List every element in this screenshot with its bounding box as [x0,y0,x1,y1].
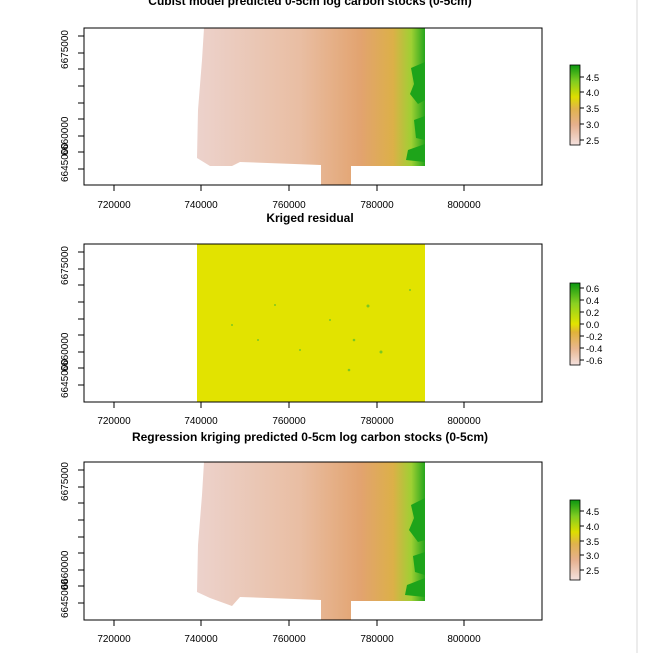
x-tick-label: 760000 [272,200,306,211]
x-tick-label: 760000 [272,634,306,645]
legend-tick-label: 0.4 [586,296,599,307]
legend-tick-label: 3.5 [586,537,599,548]
legend-tick-label: 4.5 [586,73,599,84]
legend-tick-label: -0.4 [586,344,602,355]
map-region [197,244,425,402]
legend-tick-label: 0.6 [586,284,599,295]
panel-regression-kriging: Regression kriging predicted 0-5cm log c… [60,430,599,645]
y-tick-label: 6675000 [60,30,71,69]
panel-title: Kriged residual [266,211,353,225]
x-axis: 720000 740000 760000 780000 800000 [97,619,481,645]
panel-title: Regression kriging predicted 0-5cm log c… [132,430,488,444]
panel-cubist: Cubist model predicted 0-5cm log carbon … [60,0,599,211]
y-axis: 6645000 6660000 6675000 [60,462,85,618]
y-tick-label: 6645000 [60,143,71,182]
legend-tick-label: 0.2 [586,308,599,319]
legend-tick-label: -0.2 [586,332,602,343]
x-tick-label: 780000 [360,200,394,211]
map-region [197,28,425,185]
y-tick-label: 6675000 [60,462,71,501]
legend-tick-label: 4.0 [586,522,599,533]
legend-tick-label: 2.5 [586,136,599,147]
legend-tick-label: 3.0 [586,120,599,131]
legend-tick-label: 0.0 [586,320,599,331]
residual-speckles [231,289,411,372]
legend-tick-label: 4.5 [586,507,599,518]
x-tick-label: 720000 [97,634,131,645]
legend-tick-label: 4.0 [586,88,599,99]
y-tick-label: 6645000 [60,579,71,618]
x-tick-label: 720000 [97,200,131,211]
y-axis: 6645000 6660000 6675000 [60,30,85,182]
map-region [197,462,425,620]
legend-tick-label: 2.5 [586,566,599,577]
color-legend: 2.5 3.0 3.5 4.0 4.5 [569,499,599,581]
x-axis: 720000 740000 760000 780000 800000 [97,401,481,427]
color-legend: -0.6 -0.4 -0.2 0.0 0.2 0.4 0.6 [569,282,602,367]
high-carbon-patches [405,498,425,597]
y-tick-label: 6675000 [60,246,71,285]
y-tick-label: 6645000 [60,359,71,398]
x-tick-label: 740000 [184,634,218,645]
panel-kriged-residual: Kriged residual 720000 740000 760000 78 [60,211,602,427]
y-tick-label: 6660000 [60,332,71,371]
panel-title: Cubist model predicted 0-5cm log carbon … [148,0,471,8]
color-legend: 2.5 3.0 3.5 4.0 4.5 [569,64,599,147]
x-tick-label: 760000 [272,416,306,427]
legend-tick-label: -0.6 [586,356,602,367]
x-tick-label: 800000 [447,200,481,211]
x-tick-label: 800000 [447,416,481,427]
legend-tick-label: 3.0 [586,551,599,562]
x-tick-label: 740000 [184,416,218,427]
legend-tick-label: 3.5 [586,104,599,115]
x-tick-label: 800000 [447,634,481,645]
y-axis: 6645000 6660000 6675000 [60,246,85,398]
y-tick-label: 6660000 [60,550,71,589]
x-tick-label: 740000 [184,200,218,211]
x-tick-label: 780000 [360,416,394,427]
y-tick-label: 6660000 [60,116,71,155]
x-tick-label: 720000 [97,416,131,427]
high-carbon-patches [406,62,425,162]
x-axis: 720000 740000 760000 780000 800000 [97,184,481,211]
x-tick-label: 780000 [360,634,394,645]
